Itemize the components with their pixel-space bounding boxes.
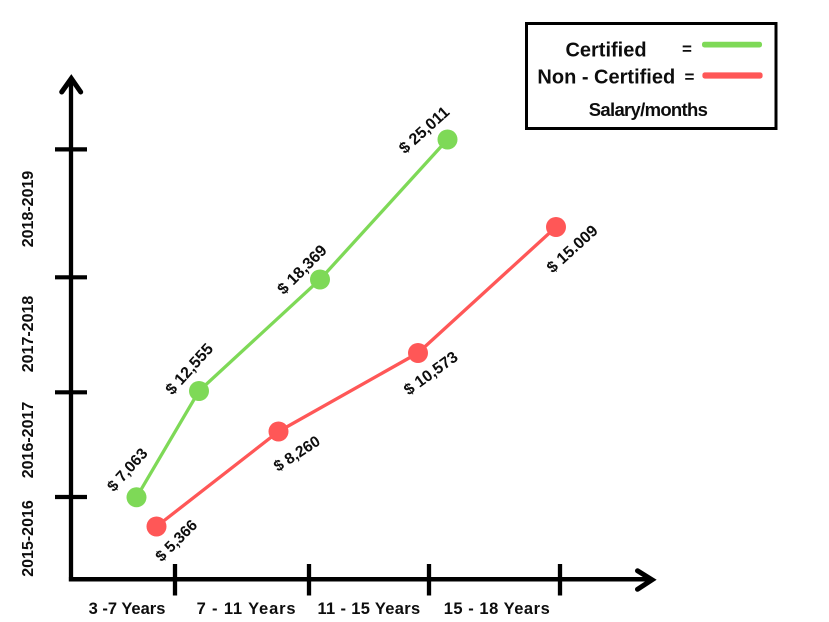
svg-text:11 - 15 Years: 11 - 15 Years bbox=[317, 600, 420, 618]
svg-text:2015-2016: 2015-2016 bbox=[20, 500, 37, 577]
svg-text:2017-2018: 2017-2018 bbox=[20, 296, 37, 373]
svg-text:3 -7 Years: 3 -7 Years bbox=[89, 600, 166, 618]
svg-text:2016-2017: 2016-2017 bbox=[20, 402, 37, 479]
svg-text:=: = bbox=[682, 40, 692, 59]
svg-text:2018-2019: 2018-2019 bbox=[20, 171, 37, 248]
svg-text:Certified: Certified bbox=[565, 39, 646, 61]
svg-text:Non - Certified: Non - Certified bbox=[537, 67, 675, 89]
svg-text:Salary/months: Salary/months bbox=[589, 99, 708, 120]
svg-text:7 - 11 Years: 7 - 11 Years bbox=[197, 600, 297, 618]
svg-text:15 - 18 Years: 15 - 18 Years bbox=[444, 600, 551, 618]
svg-text:=: = bbox=[685, 68, 695, 87]
